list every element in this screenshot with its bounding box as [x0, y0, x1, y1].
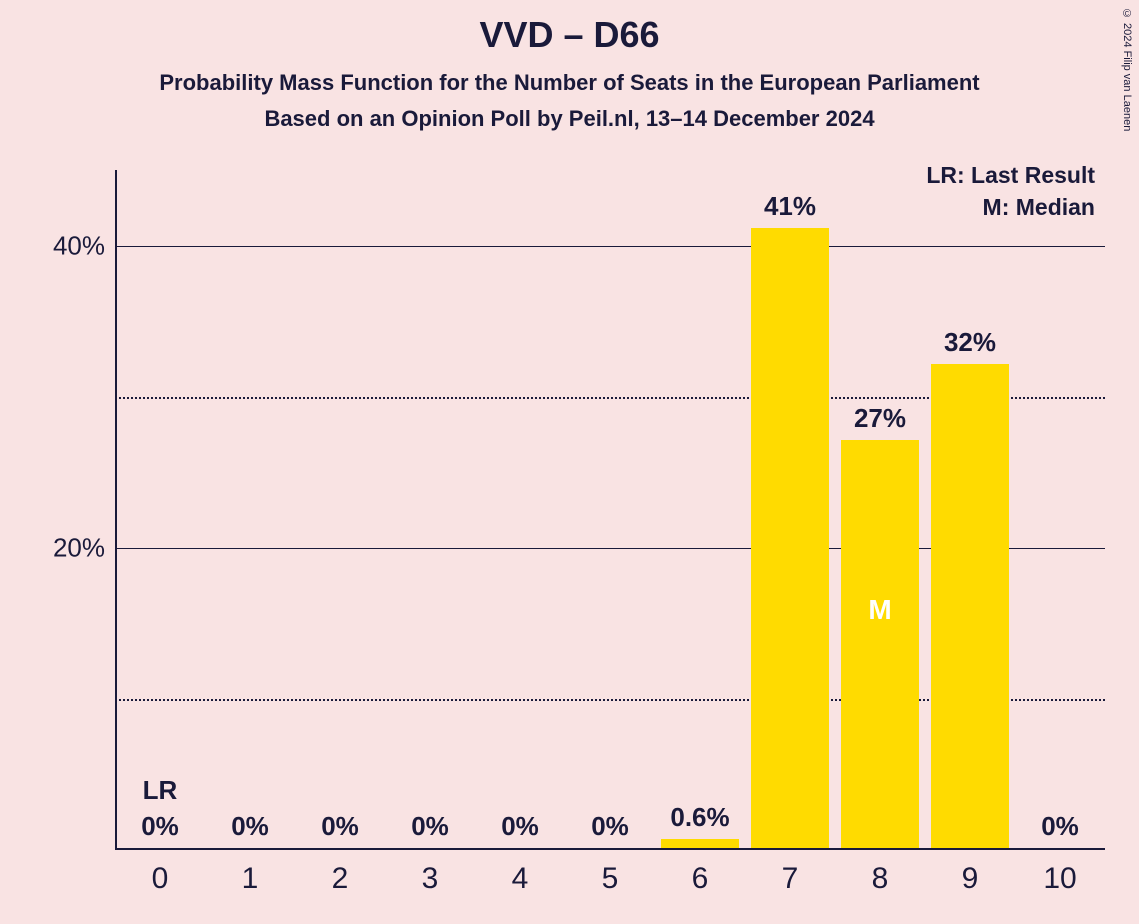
bar-value-label: 27% [854, 403, 906, 434]
bar-value-label: 0.6% [670, 802, 729, 833]
x-tick-label: 10 [1043, 862, 1076, 896]
bar-value-label: 0% [321, 811, 359, 842]
y-tick-label: 40% [53, 230, 105, 261]
x-tick-label: 4 [512, 862, 529, 896]
median-marker: M [868, 594, 891, 626]
chart-subtitle2: Based on an Opinion Poll by Peil.nl, 13–… [0, 106, 1139, 132]
x-tick-label: 5 [602, 862, 619, 896]
y-axis [115, 170, 117, 850]
x-tick-label: 7 [782, 862, 799, 896]
legend-last-result: LR: Last Result [926, 162, 1095, 189]
copyright-text: © 2024 Filip van Laenen [1121, 8, 1133, 131]
bar-value-label: 0% [411, 811, 449, 842]
x-axis [115, 848, 1105, 850]
chart-title: VVD – D66 [0, 0, 1139, 56]
legend-median: M: Median [983, 194, 1095, 221]
bar-value-label: 0% [231, 811, 269, 842]
x-tick-label: 8 [872, 862, 889, 896]
bar-value-label: 32% [944, 327, 996, 358]
chart-plot-area: LR: Last Result M: Median 20%40%00%LR10%… [115, 170, 1105, 850]
x-tick-label: 6 [692, 862, 709, 896]
bar-value-label: 41% [764, 191, 816, 222]
x-tick-label: 1 [242, 862, 259, 896]
gridline-major [115, 246, 1105, 248]
bar [931, 364, 1008, 848]
last-result-marker: LR [143, 775, 178, 806]
x-tick-label: 3 [422, 862, 439, 896]
bar-value-label: 0% [1041, 811, 1079, 842]
x-tick-label: 0 [152, 862, 169, 896]
bar-value-label: 0% [141, 811, 179, 842]
bar [751, 228, 828, 848]
x-tick-label: 9 [962, 862, 979, 896]
bar-value-label: 0% [501, 811, 539, 842]
chart-subtitle: Probability Mass Function for the Number… [0, 70, 1139, 96]
bar [661, 839, 738, 848]
bar-value-label: 0% [591, 811, 629, 842]
bar [841, 440, 918, 848]
x-tick-label: 2 [332, 862, 349, 896]
y-tick-label: 20% [53, 532, 105, 563]
